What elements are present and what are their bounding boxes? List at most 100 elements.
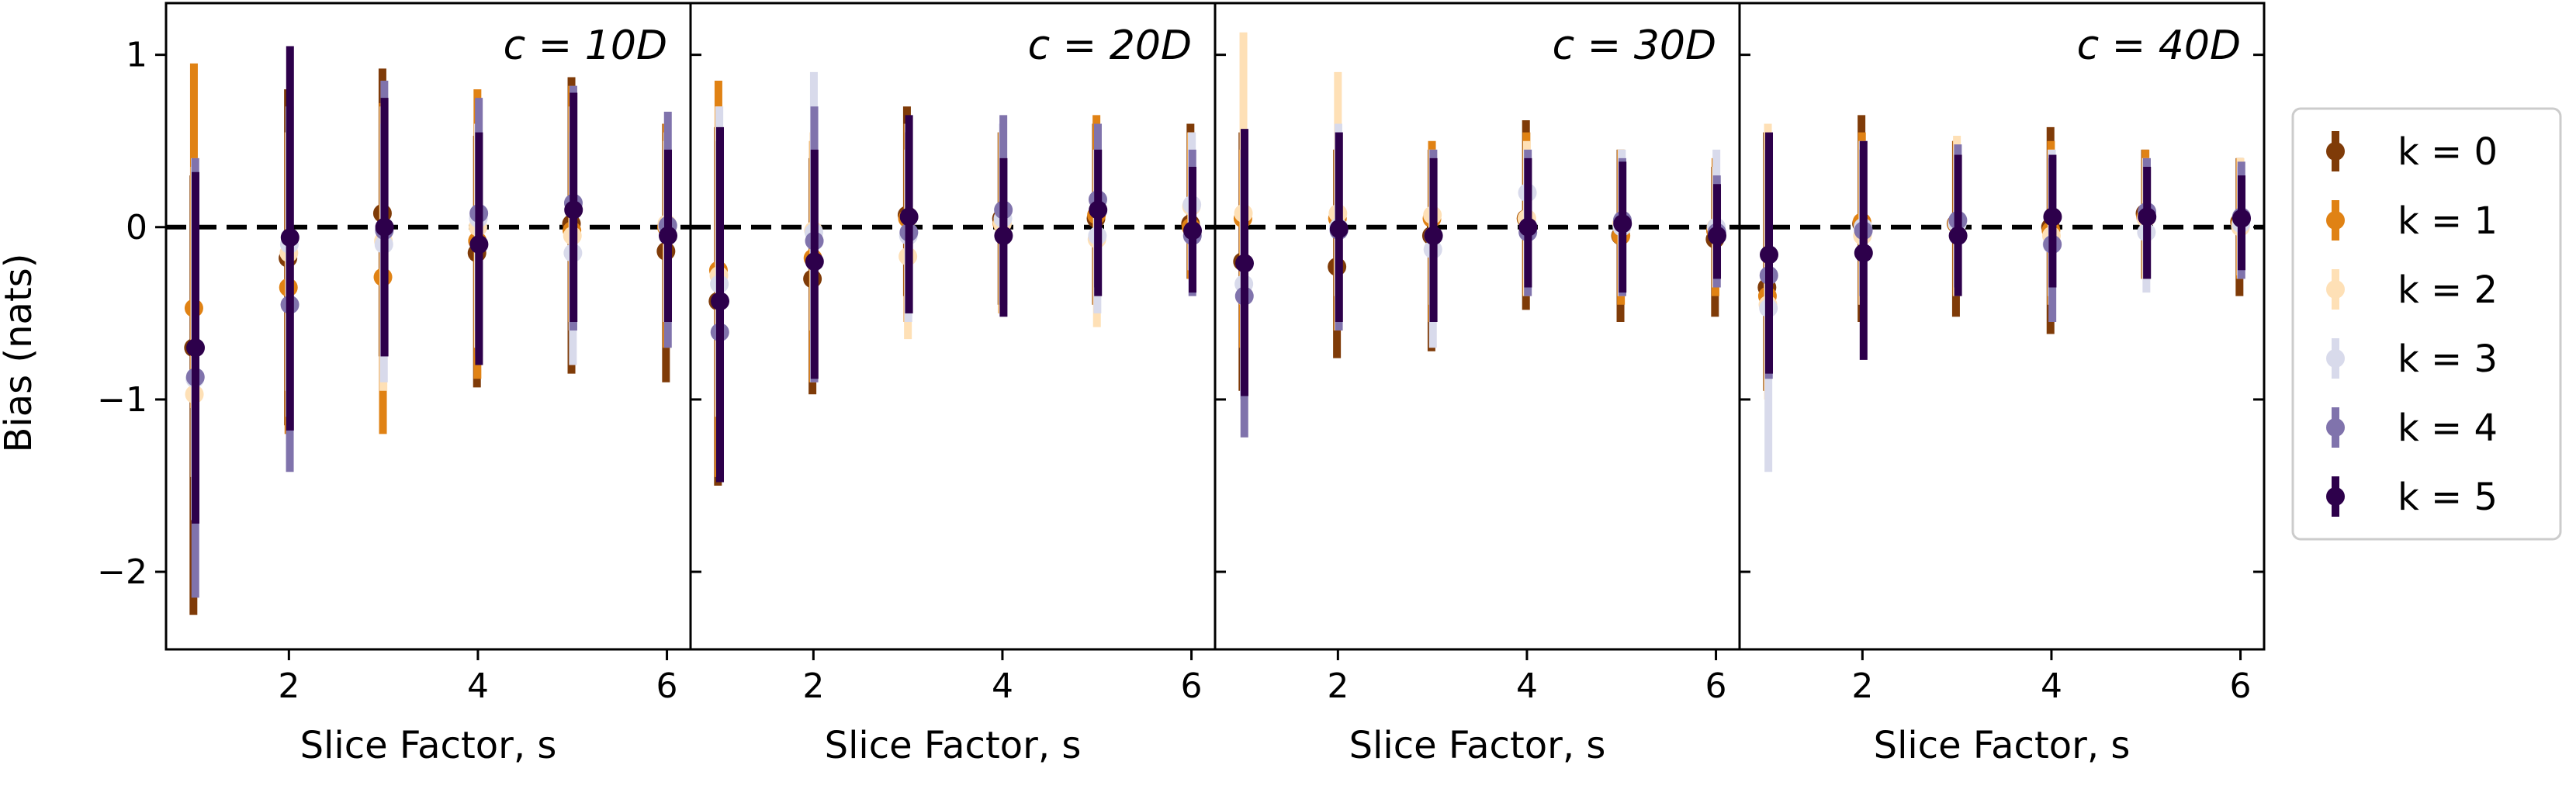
x-axis-label: Slice Factor, s	[1349, 724, 1606, 767]
series-k3	[710, 71, 1202, 400]
series-k2	[185, 106, 677, 477]
legend-swatch-dot	[2326, 211, 2345, 230]
series-k2	[1758, 123, 2250, 400]
x-tick-label: 2	[802, 666, 824, 706]
panel-marks	[184, 46, 678, 615]
point-k5-s2	[280, 228, 299, 247]
legend-swatch-dot	[2326, 280, 2345, 299]
series-k4	[710, 106, 1202, 469]
series-k4	[185, 80, 677, 598]
legend-label: k = 3	[2398, 337, 2498, 381]
legend-swatch-dot	[2326, 349, 2345, 368]
point-k5-s6	[2232, 209, 2252, 228]
point-k5-s4	[2043, 207, 2062, 227]
legend-label: k = 5	[2398, 476, 2498, 519]
series-k4	[1759, 144, 2251, 379]
series-k2	[709, 106, 1201, 417]
point-k5-s5	[1613, 214, 1633, 234]
point-k5-s2	[1329, 219, 1349, 238]
point-k5-s5	[564, 200, 583, 220]
panel-frame	[1214, 2, 1741, 651]
point-k5-s1	[1760, 245, 1779, 265]
series-k5	[711, 115, 1203, 483]
x-tick-label: 2	[1327, 666, 1349, 706]
point-k5-s6	[1183, 221, 1203, 241]
panel-1: −2 −1 0 1 2 4 6 Slice Factor, s c = 10D	[97, 2, 692, 767]
point-k5-s6	[659, 226, 678, 245]
point-k5-s3	[1424, 226, 1443, 245]
point-k5-s5	[2138, 207, 2157, 227]
x-tick-label: 2	[278, 666, 299, 706]
panel-title: c = 40D	[2077, 22, 2241, 69]
point-k5-s3	[1948, 226, 1968, 245]
point-k5-s6	[1708, 226, 1727, 245]
legend-label: k = 1	[2398, 199, 2498, 243]
point-k5-s2	[805, 252, 824, 272]
x-tick-label: 4	[1516, 666, 1538, 706]
series-k1	[1233, 132, 1725, 348]
x-axis-label: Slice Factor, s	[825, 724, 1082, 767]
y-tick-label: −1	[97, 380, 147, 420]
series-k3	[1759, 140, 2251, 472]
series-k0	[184, 68, 676, 615]
panel-marks	[708, 71, 1203, 486]
x-tick-label: 6	[1181, 666, 1203, 706]
x-tick-label: 4	[2041, 666, 2062, 706]
series-k4	[1234, 132, 1726, 438]
panel-title: c = 30D	[1553, 22, 1716, 69]
x-axis-label: Slice Factor, s	[300, 724, 557, 767]
y-tick-label: 1	[126, 36, 147, 75]
x-axis-label: Slice Factor, s	[1874, 724, 2131, 767]
point-k5-s2	[1854, 244, 1873, 263]
panel-3: 2 4 6 Slice Factor, s c = 30D	[1214, 2, 1741, 767]
series-k0	[1233, 120, 1725, 391]
x-tick-label: 6	[1705, 666, 1727, 706]
point-k5-s1	[711, 292, 730, 311]
legend-swatch-dot	[2326, 418, 2345, 437]
series-k1	[708, 80, 1200, 477]
panel-frame	[689, 2, 1217, 651]
series-k0	[1757, 115, 2249, 391]
legend-label: k = 0	[2398, 130, 2498, 174]
legend: k = 0 k = 1 k = 2 k = 3 k = 4 k = 5	[2291, 107, 2562, 541]
legend-swatch-dot	[2326, 487, 2345, 506]
series-k5	[186, 46, 678, 524]
point-k5-s5	[1089, 200, 1108, 220]
y-tick-label: 0	[126, 208, 147, 247]
series-k3	[185, 106, 677, 521]
x-tick-label: 4	[992, 666, 1013, 706]
panel-4: 2 4 6 Slice Factor, s c = 40D	[1738, 2, 2266, 767]
legend-label: k = 2	[2398, 268, 2498, 312]
panel-title: c = 20D	[1028, 22, 1192, 69]
panel-frame	[164, 2, 692, 651]
panel-frame	[1738, 2, 2266, 651]
panel-marks	[1757, 115, 2252, 472]
series-k1	[1757, 132, 2249, 391]
point-k5-s4	[469, 234, 489, 254]
panel-marks	[1233, 32, 1727, 438]
x-tick-label: 4	[467, 666, 489, 706]
x-tick-label: 6	[656, 666, 678, 706]
point-k5-s3	[899, 207, 919, 227]
point-k5-s4	[1518, 217, 1538, 237]
point-k5-s1	[186, 338, 206, 358]
series-k1	[184, 63, 676, 434]
panel-title: c = 10D	[504, 22, 667, 69]
series-k5	[1235, 129, 1727, 396]
panels-layer: −2 −1 0 1 2 4 6 Slice Factor, s c = 10D 2 4 6 Slice …	[97, 2, 2266, 767]
x-tick-label: 6	[2230, 666, 2252, 706]
panel-2: 2 4 6 Slice Factor, s c = 20D	[689, 2, 1217, 767]
series-k2	[1234, 32, 1726, 305]
series-k3	[1234, 123, 1726, 400]
legend-frame	[2291, 107, 2562, 541]
legend-swatch-dot	[2326, 142, 2345, 161]
y-axis-label: Bias (nats)	[0, 253, 40, 452]
point-k5-s3	[375, 217, 394, 237]
series-k0	[708, 106, 1200, 486]
series-k5	[1760, 132, 2252, 374]
legend-label: k = 4	[2398, 407, 2498, 450]
y-tick-label: −2	[97, 552, 147, 592]
point-k5-s1	[1235, 254, 1255, 273]
x-tick-label: 2	[1851, 666, 1873, 706]
